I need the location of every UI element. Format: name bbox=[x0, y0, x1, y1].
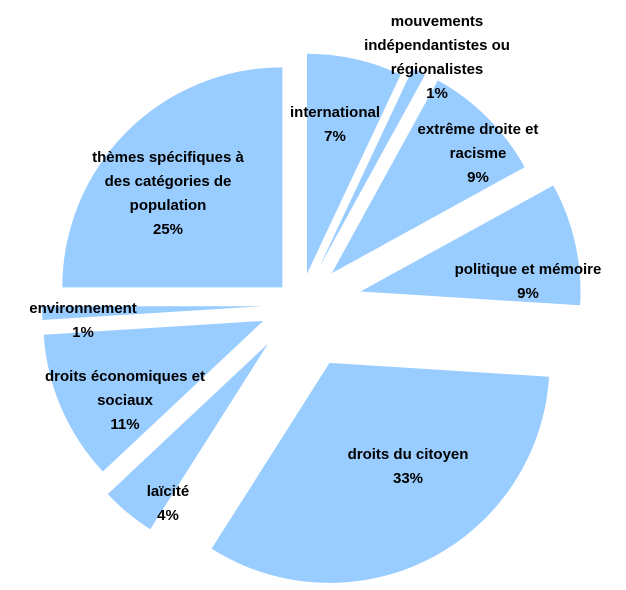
slice-label: extrême droite et racisme bbox=[418, 121, 539, 162]
value-label: 4% bbox=[157, 507, 179, 524]
pie-slice bbox=[107, 343, 269, 530]
slice-label: droits économiques et sociaux bbox=[45, 368, 205, 409]
slice-label: droits du citoyen bbox=[348, 446, 469, 463]
value-label: 33% bbox=[393, 470, 423, 487]
value-label: 9% bbox=[467, 169, 489, 186]
value-label: 9% bbox=[517, 285, 539, 302]
pie-slice bbox=[319, 68, 426, 268]
value-label: 25% bbox=[153, 221, 183, 238]
pie-slice bbox=[331, 80, 525, 274]
slice-label: international bbox=[290, 104, 380, 121]
pie-slice bbox=[211, 362, 550, 583]
value-label: 1% bbox=[72, 324, 94, 341]
value-label: 11% bbox=[110, 416, 139, 433]
pie-slice bbox=[43, 320, 264, 472]
value-label: 1% bbox=[426, 85, 448, 102]
slice-label: thèmes spécifiques à des catégories de pop… bbox=[92, 149, 244, 214]
pie-slice bbox=[306, 53, 401, 274]
slice-label: laïcité bbox=[147, 483, 190, 500]
slice-label: politique et mémoire bbox=[455, 261, 602, 278]
pie-slice bbox=[62, 67, 283, 288]
pie-slice bbox=[360, 185, 581, 306]
slice-label: environnement bbox=[29, 300, 137, 317]
value-label: 7% bbox=[324, 128, 346, 145]
pie-slice bbox=[42, 306, 263, 321]
slice-label: mouvements indépendantistes ou régionalist… bbox=[364, 13, 510, 78]
